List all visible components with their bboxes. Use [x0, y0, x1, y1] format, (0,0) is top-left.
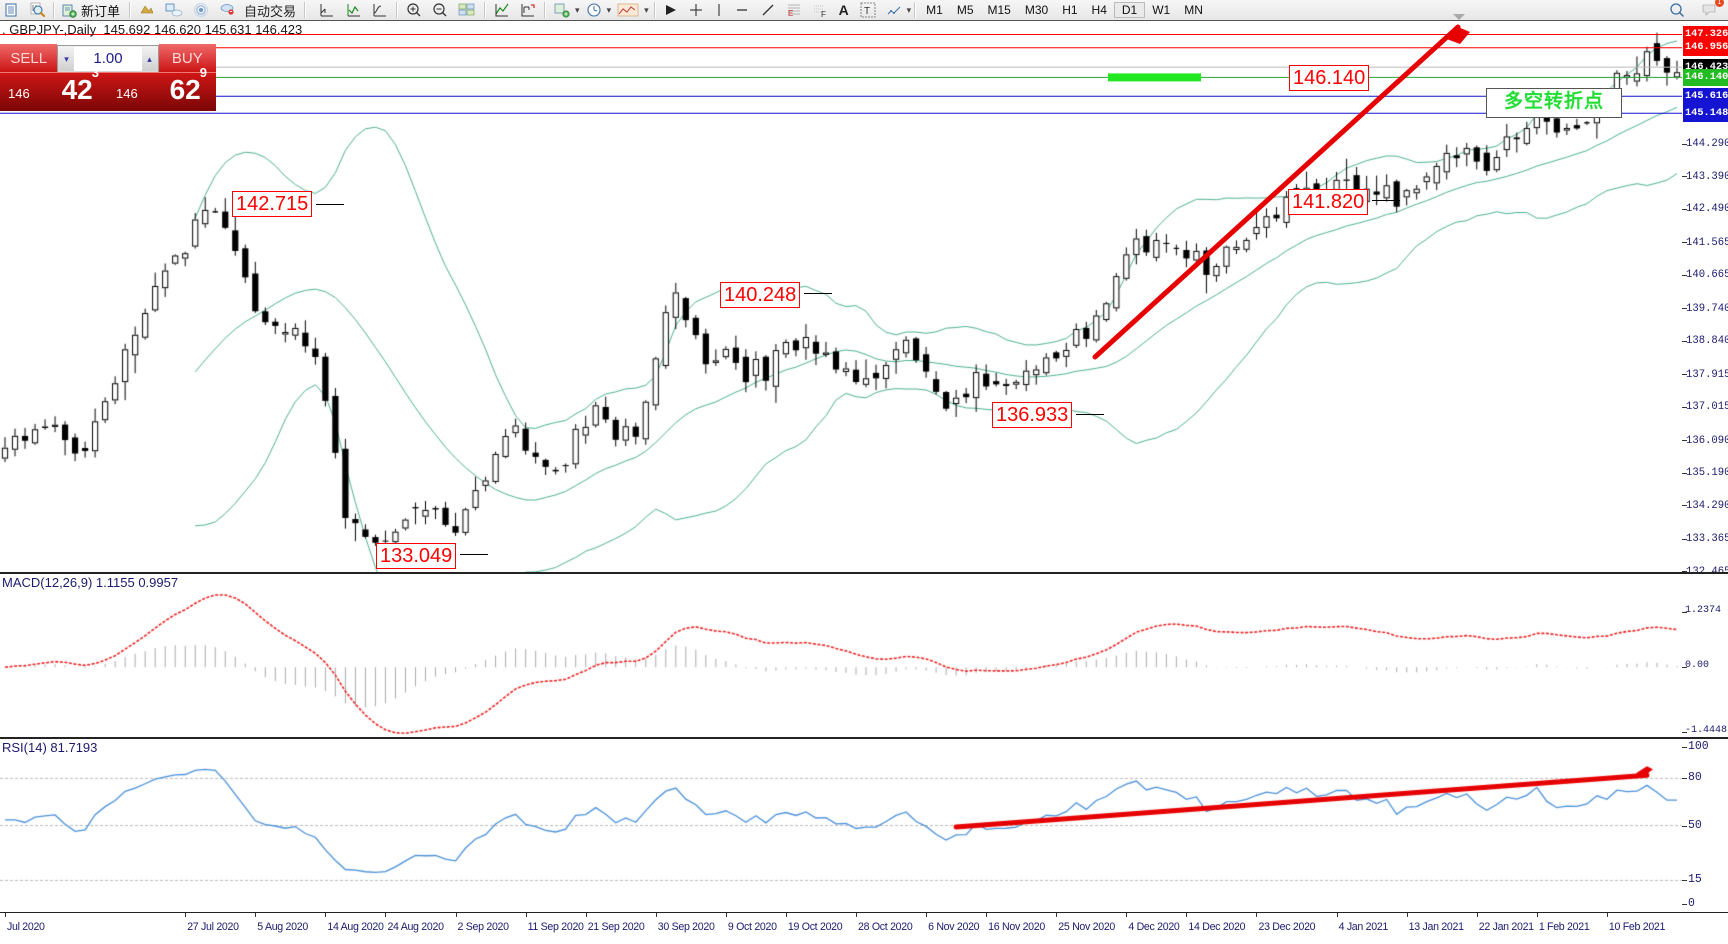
- svg-text:F: F: [821, 10, 826, 18]
- svg-text:E: E: [788, 9, 793, 18]
- svg-text:T: T: [864, 6, 870, 17]
